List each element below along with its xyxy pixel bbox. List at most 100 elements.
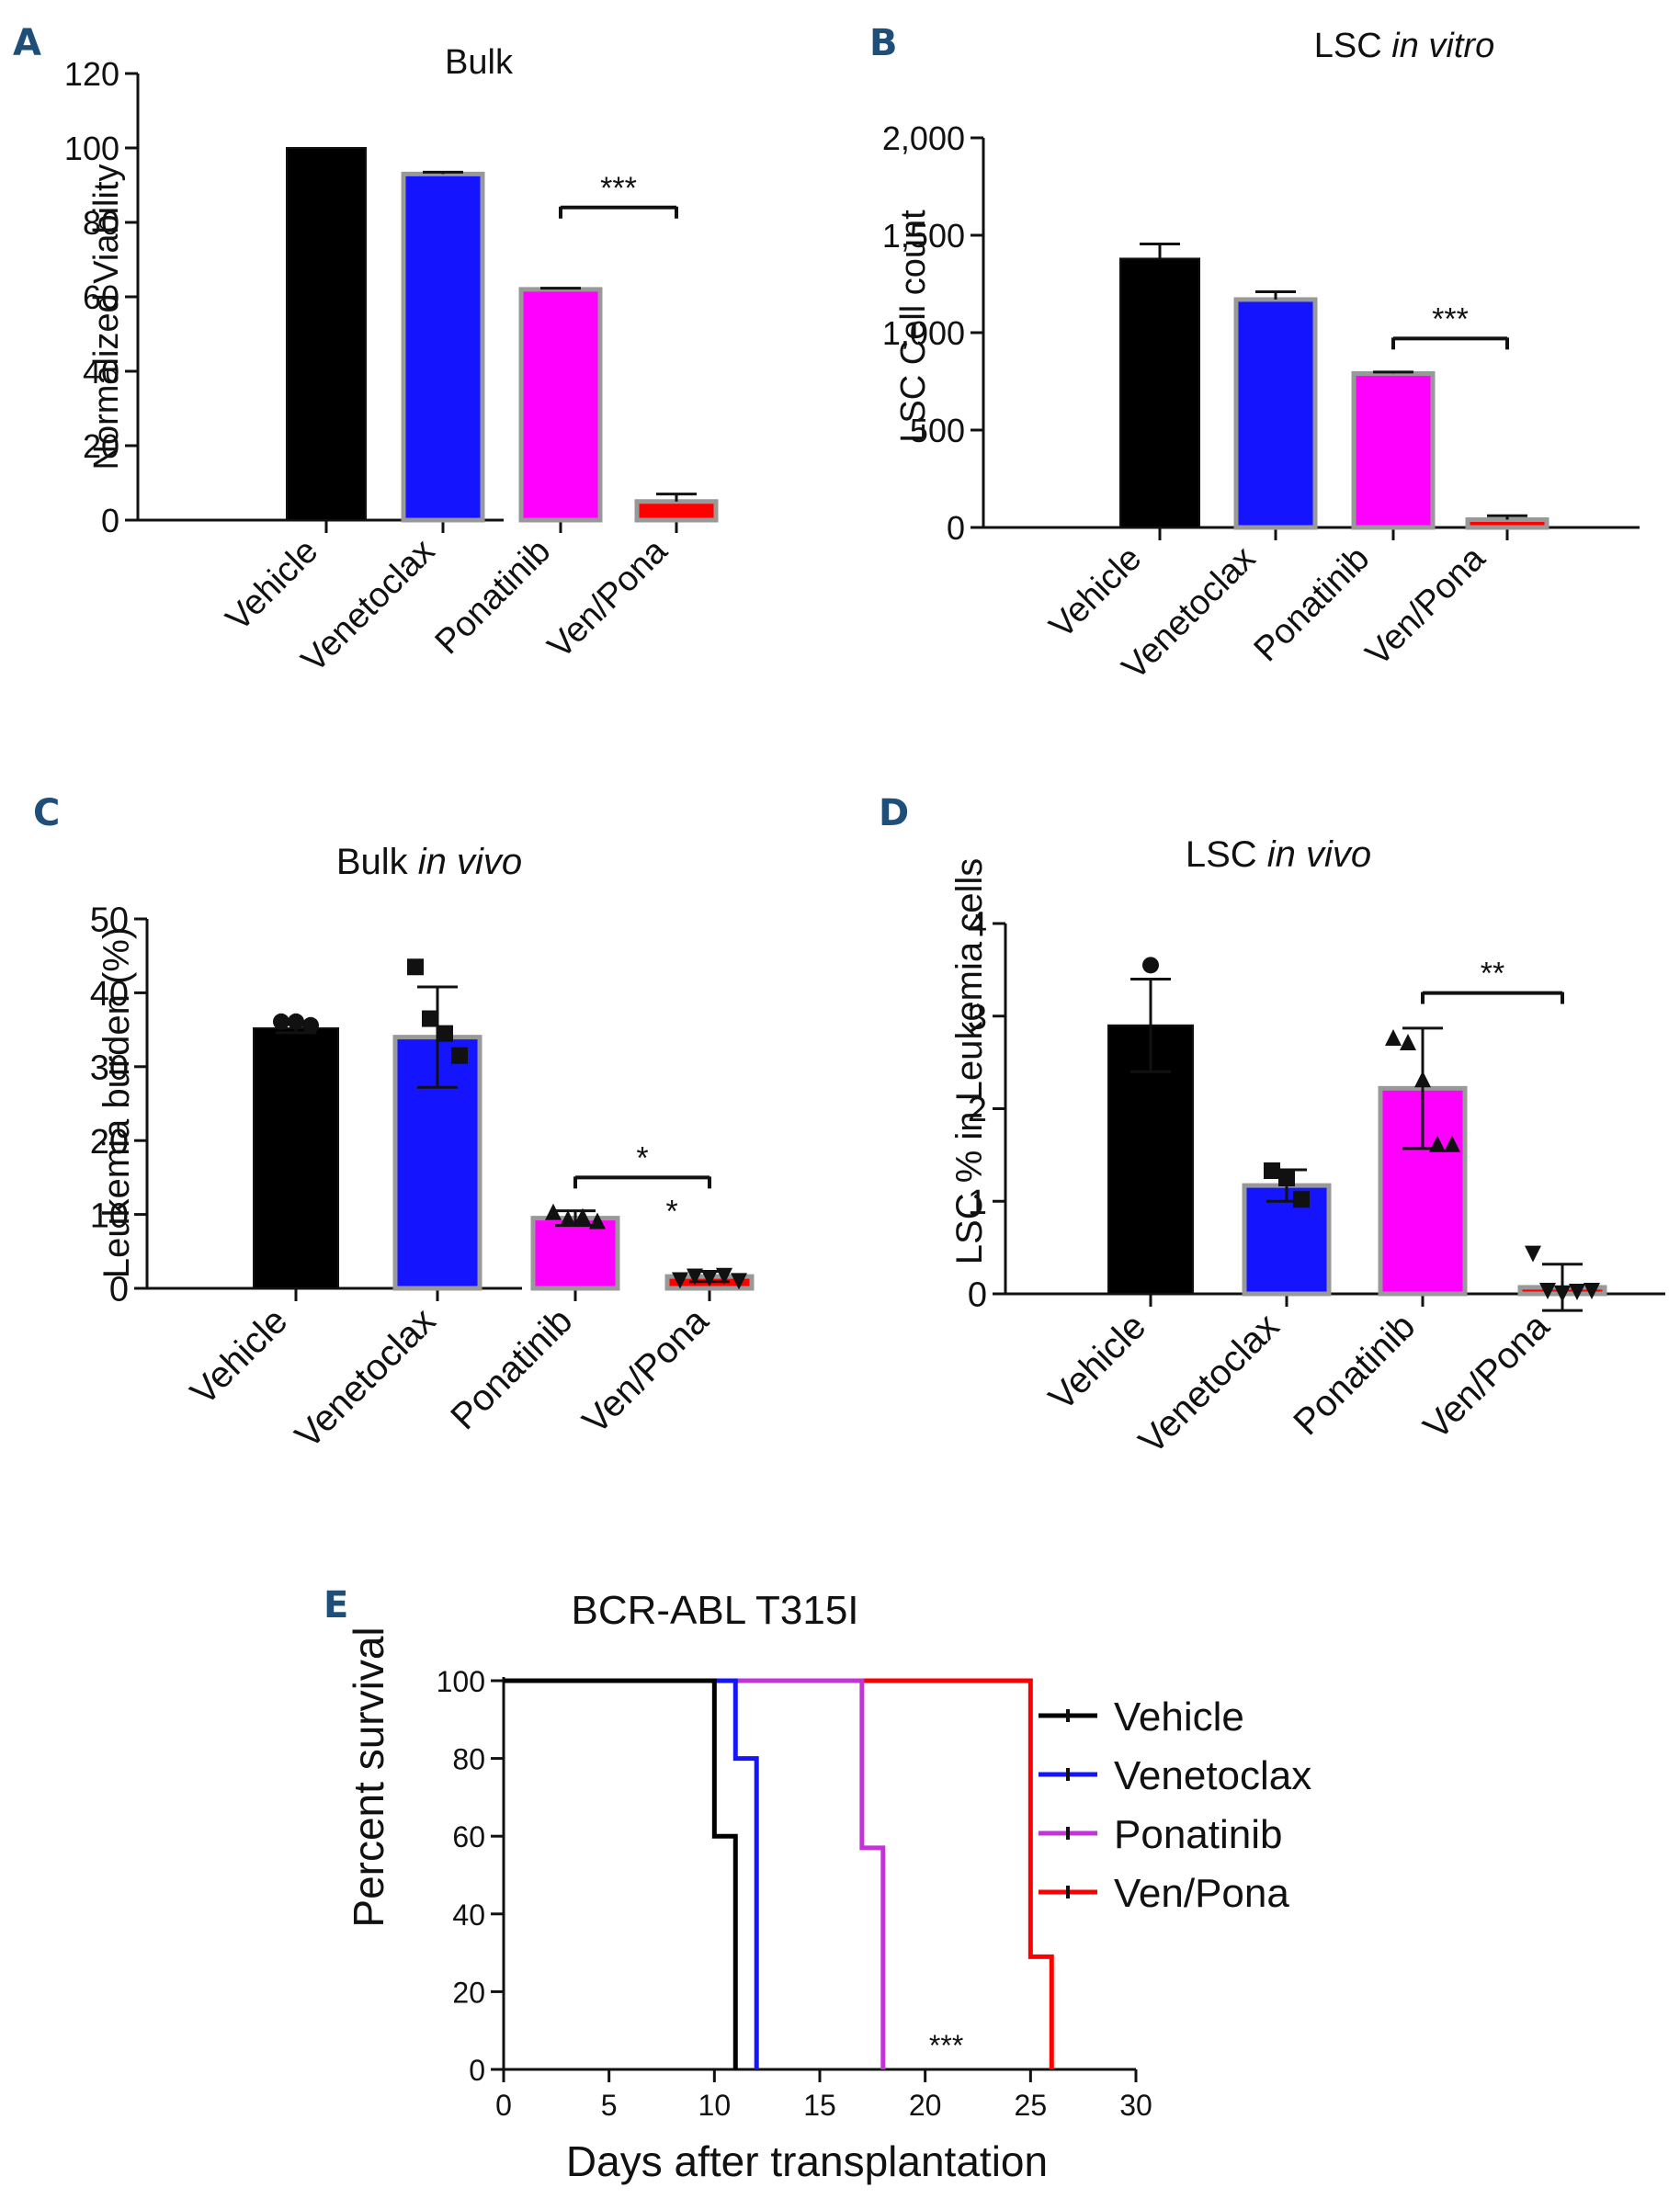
panel-d-data-point [1400,1033,1416,1050]
panel-a-y-tick-label: 60 [83,278,119,316]
survival-line-ponatinib [504,1678,886,2069]
panel-d-x-tick-label: Ven/Pona [1416,1306,1558,1447]
panel-c-y-tick-label: 0 [109,1271,129,1309]
panel-e-y-tick-label: 20 [452,1976,485,2009]
panel-e-y-tick-label: 0 [469,2054,485,2087]
panel-a-x-tick-label: Vehicle [219,532,325,639]
panel-e-x-tick-label: 5 [601,2089,618,2122]
panel-c-data-point [716,1267,732,1285]
panel-c-extra-significance-label: * [666,1195,678,1230]
panel-d: D LSC in vivo LSC % in Leukemia cells 0 1… [879,792,1665,1462]
panel-c-data-point [589,1212,606,1230]
panel-c-y-tick-label: 40 [90,975,129,1014]
panel-e-x-tick-label: 20 [909,2089,942,2122]
panel-b-y-tick-label: 500 [910,412,965,449]
panel-a-y-tick-label: 100 [64,130,119,167]
panel-c-title-italic: in vivo [418,842,522,882]
panel-a: A Bulk Normalized Viability 0 20 40 60 80 100… [13,22,719,680]
panel-c-y-tick-label: 10 [90,1196,129,1235]
panel-c: C Bulk in vivo Leukemia burden (%) 0 10 20… [33,792,755,1456]
panel-c-title-text: Bulk [336,842,418,882]
panel-d-y-axis-label: LSC % in Leukemia cells [949,858,990,1264]
panel-d-data-point [1264,1162,1280,1180]
panel-c-data-point [687,1268,703,1286]
panel-e-x-axis-label: Days after transplantation [566,2137,1048,2185]
panel-c-data-point [288,1013,304,1030]
panel-c-data-point [731,1273,747,1290]
panel-a-y-tick-label: 0 [101,502,119,539]
panel-d-y-tick-label: 2 [968,1091,987,1129]
panel-d-data-point [1385,1028,1402,1046]
panel-a-title: Bulk [445,43,514,82]
panel-c-data-point [273,1013,289,1030]
panel-c-x-tick-label: Venetoclax [288,1300,443,1456]
panel-a-bar [634,499,719,523]
panel-b-x-tick-label: Ven/Pona [1358,538,1493,674]
panel-c-y-tick-label: 20 [90,1123,129,1162]
panel-b-y-tick-label: 0 [947,509,965,547]
panel-b-bar [1233,297,1318,530]
panel-c-y-tick-label: 30 [90,1048,129,1087]
panel-d-y-tick-label: 0 [968,1276,987,1315]
panel-c-data-point [422,1010,438,1027]
panel-a-y-tick-label: 40 [83,353,119,391]
panel-c-data-point [672,1272,688,1289]
panel-d-data-point [1414,1071,1431,1088]
panel-d-data-point [1554,1285,1571,1302]
panel-e-letter: E [324,1584,348,1626]
panel-e-x-tick-label: 10 [698,2089,732,2122]
panel-e-y-tick-label: 100 [437,1665,485,1698]
panel-c-bar [253,1026,339,1289]
panel-e-y-tick-label: 80 [452,1743,485,1776]
panel-e: E BCR-ABL T315I Percent survival Days af… [324,1584,1311,2185]
panel-b-title: LSC in vitro [1314,27,1494,65]
panel-d-title-text: LSC [1186,834,1267,875]
panel-c-x-tick-label: Vehicle [183,1300,295,1412]
panel-a-bar [286,147,367,521]
panel-c-data-point [701,1270,718,1287]
panel-c-y-axis-label: Leukemia burden (%) [96,927,137,1278]
panel-e-x-tick-label: 25 [1015,2089,1048,2122]
survival-line-ven-pona [504,1678,1054,2069]
panel-d-data-point [1278,1170,1295,1187]
panel-a-y-tick-label: 80 [83,204,119,242]
panel-d-x-tick-label: Venetoclax [1131,1306,1287,1461]
panel-a-y-axis-label: Normalized Viability [87,164,126,470]
panel-c-significance-label: * [636,1140,648,1175]
panel-d-data-point [1293,1191,1310,1208]
panel-b-y-tick-label: 1,000 [882,314,965,352]
panel-a-y-tick-label: 20 [83,427,119,465]
legend-label-vehicle: Vehicle [1114,1694,1244,1740]
panel-b-bar [1119,257,1200,528]
panel-e-x-tick-label: 30 [1119,2089,1152,2122]
legend-label-ven-pona: Ven/Pona [1114,1871,1289,1916]
survival-line-vehicle [504,1678,738,2069]
panel-d-data-point [1444,1135,1460,1152]
panel-d-x-tick-label: Ponatinib [1286,1306,1423,1443]
panel-d-data-point [1142,957,1159,974]
panel-b: B LSC in vitro LSC Cell count 0 500 1,000 1… [869,22,1640,687]
panel-a-x-tick-label: Ven/Pona [540,531,675,666]
panel-a-bar [518,287,603,523]
panel-c-data-point [451,1047,468,1064]
panel-b-y-axis-label: LSC Cell count [894,210,933,443]
panel-d-letter: D [879,792,909,834]
panel-a-y-tick-label: 120 [64,55,119,93]
panel-d-title: LSC in vivo [1186,834,1371,875]
panel-e-y-axis-label: Percent survival [345,1626,392,1927]
panel-c-data-point [437,1025,453,1042]
panel-d-y-tick-label: 4 [968,906,987,945]
panel-d-data-point [1569,1283,1585,1300]
panel-c-data-point [574,1207,591,1225]
panel-a-significance-label: *** [600,171,637,206]
panel-d-data-point [1429,1135,1446,1152]
panel-d-significance-label: ** [1481,957,1504,992]
panel-c-y-tick-label: 50 [90,901,129,940]
legend-label-venetoclax: Venetoclax [1114,1753,1311,1798]
panel-d-x-tick-label: Vehicle [1041,1306,1153,1418]
panel-e-y-tick-label: 60 [452,1820,485,1853]
panel-b-bar [1465,517,1549,530]
panel-d-y-tick-label: 3 [968,998,987,1037]
panel-e-title: BCR-ABL T315I [571,1588,858,1633]
panel-e-x-tick-label: 15 [803,2089,836,2122]
